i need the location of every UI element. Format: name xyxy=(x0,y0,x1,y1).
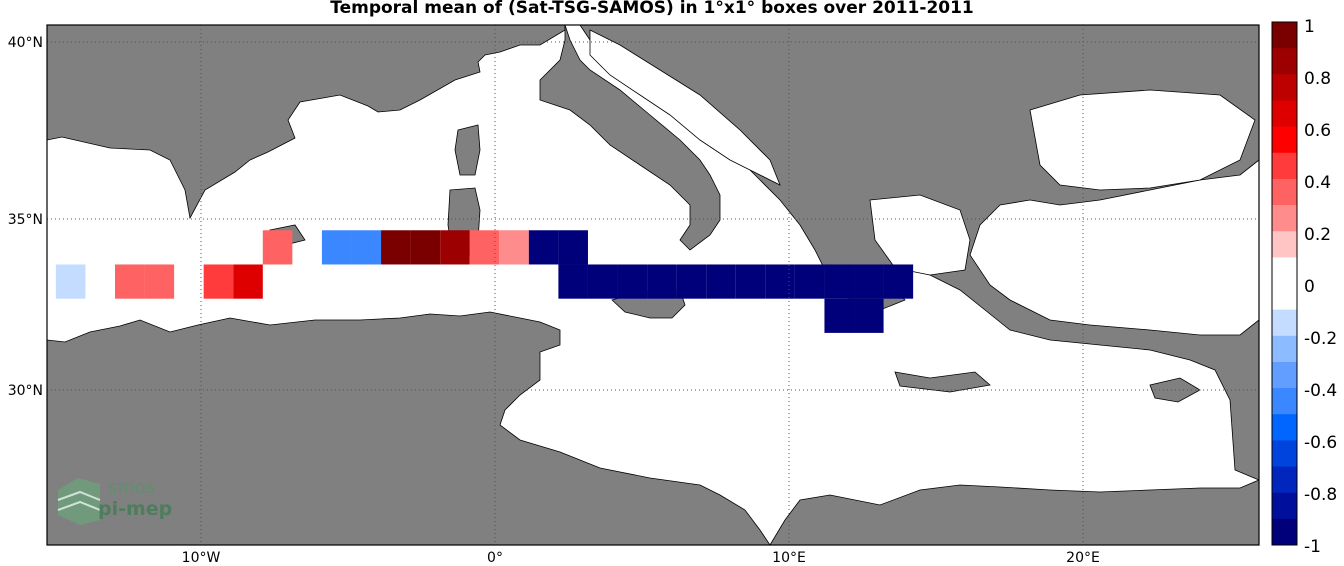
aegean-sea xyxy=(869,194,971,276)
adriatic-sea xyxy=(589,29,781,186)
x-tick-label: 0° xyxy=(487,550,503,566)
colorbar-segment xyxy=(1272,361,1297,389)
colorbar-segment xyxy=(1272,388,1297,415)
colorbar-tick: -1 xyxy=(1304,537,1321,557)
black-sea xyxy=(1029,89,1256,191)
colorbar-segment xyxy=(1272,205,1297,232)
land-libya-egypt xyxy=(769,479,1260,546)
colorbar-segment xyxy=(1272,48,1297,75)
colorbar-segment xyxy=(1272,152,1297,180)
colorbar-tick-labels: 1 0.8 0.6 0.4 0.2 0 -0.2 -0.4 -0.6 -0.8 … xyxy=(1304,17,1337,557)
heatmap-cell xyxy=(321,230,352,265)
land-corsica xyxy=(454,124,481,176)
heatmap-cell xyxy=(765,264,795,299)
logo-text-smos: smos xyxy=(108,477,156,498)
map-frame xyxy=(46,24,1260,546)
colorbar-tick: 0.8 xyxy=(1304,69,1331,89)
colorbar-segment xyxy=(1272,518,1297,546)
heatmap-cell xyxy=(854,298,884,333)
heatmap-cell xyxy=(469,230,500,265)
x-tick-label: 10°W xyxy=(182,550,221,566)
heatmap-cell xyxy=(706,264,736,299)
heatmap-cell xyxy=(203,264,234,299)
y-tick-label: 35°N xyxy=(8,212,43,228)
colorbar-tick: -0.8 xyxy=(1304,485,1337,505)
y-tick-label: 30°N xyxy=(8,383,43,399)
heatmap-cell xyxy=(794,264,825,299)
gridlines xyxy=(47,25,1259,545)
land-spain-south xyxy=(46,24,566,220)
heatmap-cell xyxy=(587,264,618,299)
heatmap-cell xyxy=(676,264,707,299)
heatmap-cell xyxy=(647,264,677,299)
colorbar-tick: 1 xyxy=(1304,17,1315,37)
colorbar-tick: 0.6 xyxy=(1304,121,1331,141)
colorbar-segment xyxy=(1272,178,1297,206)
colorbar-segment xyxy=(1272,126,1297,154)
heatmap-cell xyxy=(262,230,293,265)
colorbar-tick: 0.4 xyxy=(1304,173,1331,193)
colorbar-segment xyxy=(1272,414,1297,441)
map-title: Temporal mean of (Sat-TSG-SAMOS) in 1°x1… xyxy=(330,0,974,18)
heatmap-cell xyxy=(144,264,175,299)
heatmap-cell xyxy=(558,264,588,299)
heatmap-cell xyxy=(558,230,588,265)
colorbar-tick: -0.4 xyxy=(1304,381,1337,401)
land-italy xyxy=(539,24,721,251)
colorbar-segment xyxy=(1272,492,1297,520)
colorbar-tick: 0.2 xyxy=(1304,225,1331,245)
heatmap-cell xyxy=(854,264,884,299)
colorbar-segment xyxy=(1272,335,1297,363)
colorbar-segment xyxy=(1272,466,1297,494)
land-africa xyxy=(46,311,771,546)
colorbar-segment xyxy=(1272,100,1297,128)
y-tick-label: 40°N xyxy=(8,35,43,51)
colorbar-segment xyxy=(1272,74,1297,101)
water-bodies xyxy=(589,29,1256,276)
heatmap-cell xyxy=(528,230,559,265)
colorbar-tick: -0.6 xyxy=(1304,433,1337,453)
heatmap-cell xyxy=(55,264,86,299)
smos-pimep-logo-icon xyxy=(57,478,101,525)
heatmap-cell xyxy=(114,264,145,299)
colorbar-segment xyxy=(1272,231,1297,258)
heatmap-cells xyxy=(55,230,914,333)
heatmap-cell xyxy=(381,230,411,265)
heatmap-cell xyxy=(883,264,914,299)
heatmap-cell xyxy=(351,230,382,265)
colorbar-segment xyxy=(1272,283,1297,311)
colorbar-tick: -0.2 xyxy=(1304,329,1337,349)
colorbar-segment xyxy=(1272,22,1297,49)
colorbar xyxy=(1272,22,1297,546)
heatmap-cell xyxy=(233,264,263,299)
heatmap-cell xyxy=(440,230,470,265)
colorbar-segment xyxy=(1272,257,1297,284)
colorbar-frame xyxy=(1271,21,1298,546)
heatmap-cell xyxy=(499,230,529,265)
heatmap-cell xyxy=(824,264,855,299)
logo-text-pimep: pi-mep xyxy=(98,498,173,520)
heatmap-cell xyxy=(735,264,766,299)
colorbar-segment xyxy=(1272,309,1297,337)
colorbar-tick: 0 xyxy=(1304,277,1315,297)
colorbar-segment xyxy=(1272,440,1297,468)
x-tick-label: 20°E xyxy=(1066,550,1100,566)
heatmap-cell xyxy=(617,264,648,299)
heatmap-cell xyxy=(410,230,441,265)
x-tick-label: 10°E xyxy=(772,550,806,566)
heatmap-cell xyxy=(824,298,855,333)
land-crete xyxy=(894,371,991,393)
